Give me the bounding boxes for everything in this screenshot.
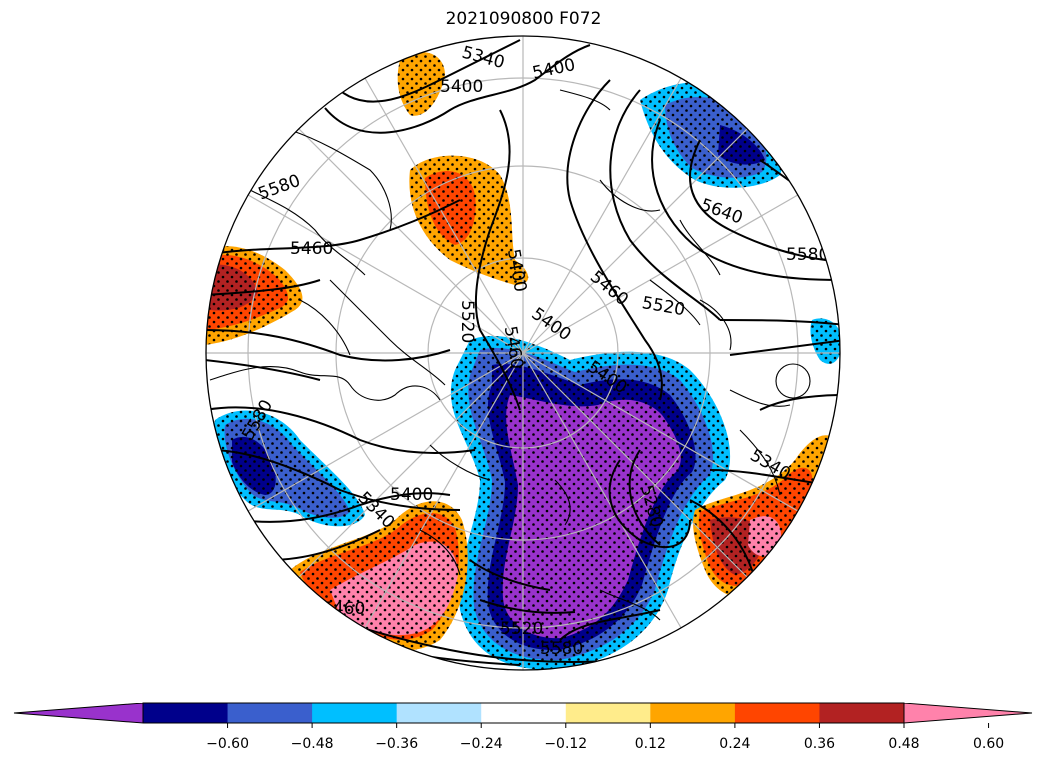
contour-label: 5580 [540, 639, 583, 659]
colorbar-tick-label: −0.12 [544, 736, 587, 752]
colorbar-cell [227, 703, 313, 723]
colorbar-extend-low [14, 703, 143, 723]
anomaly-region-north-atlantic-negative [640, 82, 783, 188]
colorbar-cell [650, 703, 736, 723]
anomaly-region-labrador-negative [214, 410, 365, 527]
graticule [206, 36, 840, 670]
contour-label: 5580 [786, 245, 829, 265]
colorbar-cell [481, 703, 567, 723]
colorbar-tick-label: 0.12 [635, 736, 666, 752]
colorbar-tick-label: 0.48 [888, 736, 919, 752]
map-boundary [205, 35, 841, 671]
colorbar-tick-label: 0.36 [804, 736, 835, 752]
coastlines [209, 89, 811, 621]
colorbar-tick-label: 0.60 [973, 736, 1004, 752]
contour-label: 5400 [390, 485, 433, 505]
colorbar-cell [312, 703, 398, 723]
contour-label: 5400 [503, 248, 530, 294]
contour-label: 5640 [698, 195, 745, 229]
contour-label: 5400 [440, 77, 483, 97]
contour-label: 5520 [500, 619, 543, 639]
contour-label: 5520 [640, 293, 686, 320]
contour-label: 5520 [457, 300, 477, 343]
colorbar-tick-label: 0.24 [719, 736, 750, 752]
colorbar-tick-label: −0.48 [291, 736, 334, 752]
anomaly-region-siberia-negative [450, 336, 731, 670]
anomaly-shading [206, 52, 840, 670]
contour-label: 5400 [528, 304, 575, 345]
colorbar-ticks: −0.60 −0.48 −0.36 −0.24 −0.12 0.12 0.24 0.36 0.4… [206, 723, 1004, 752]
colorbar-cell [396, 703, 482, 723]
colorbar-extend-high [904, 703, 1032, 723]
contour-label: 5460 [322, 599, 365, 619]
colorbar-tick-label: −0.36 [375, 736, 418, 752]
colorbar-cell [143, 703, 229, 723]
colorbar-cell [565, 703, 651, 723]
contour-label: 5340 [460, 43, 507, 74]
contour-label: 5580 [256, 171, 303, 205]
colorbar-tick-label: −0.60 [206, 736, 249, 752]
contour-label: 5400 [531, 55, 577, 84]
colorbar-cell [734, 703, 820, 723]
colorbar-tick-label: −0.24 [460, 736, 503, 752]
colorbar-cell [819, 703, 905, 723]
anomaly-region-north-pacific-positive [409, 155, 529, 285]
contour-label: 5340 [746, 445, 793, 484]
map-title: 2021090800 F072 [445, 9, 602, 29]
anomaly-region-nw-pacific-positive [693, 435, 840, 598]
colorbar: −0.60 −0.48 −0.36 −0.24 −0.12 0.12 0.24 0.36 0.4… [13, 702, 1033, 752]
colorbar-cells [14, 703, 1032, 723]
contour-label: 5460 [290, 239, 333, 259]
anomaly-region-alaska-positive [397, 52, 445, 116]
